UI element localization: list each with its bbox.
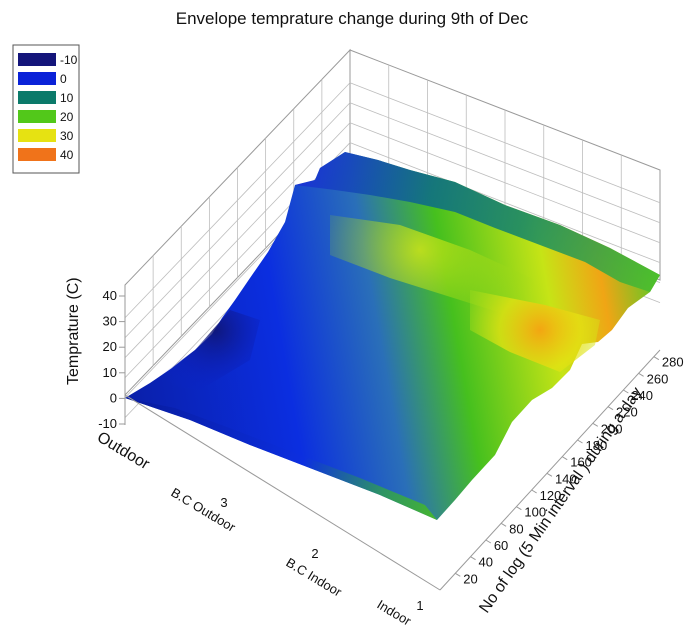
y-tick-mark bbox=[531, 489, 537, 494]
y-tick-mark bbox=[653, 356, 660, 361]
legend: -10 0 10 20 30 40 bbox=[12, 44, 80, 174]
category-label-outdoor: Outdoor bbox=[94, 429, 153, 474]
y-tick-label: 260 bbox=[647, 371, 669, 386]
z-tick-label: -10 bbox=[98, 416, 117, 431]
y-tick-label: 100 bbox=[524, 505, 546, 520]
legend-label: 30 bbox=[60, 129, 74, 143]
y-tick-mark bbox=[455, 572, 461, 577]
surface-hot-spot bbox=[470, 290, 600, 372]
z-tick-label: 20 bbox=[103, 339, 117, 354]
y-tick-label: 180 bbox=[586, 438, 608, 453]
legend-label: 10 bbox=[60, 91, 74, 105]
legend-swatch bbox=[18, 148, 56, 161]
legend-label: 0 bbox=[60, 72, 67, 86]
y-tick-mark bbox=[577, 439, 583, 444]
z-tick-label: 0 bbox=[110, 390, 117, 405]
y-tick-label: 240 bbox=[631, 388, 653, 403]
y-tick-mark bbox=[485, 539, 492, 544]
z-tick-label: 10 bbox=[103, 365, 117, 380]
y-tick-label: 60 bbox=[494, 538, 508, 553]
x-tick-label: 1 bbox=[416, 598, 423, 613]
legend-swatch bbox=[18, 72, 56, 85]
category-label-bc-indoor: B.C Indoor bbox=[283, 555, 345, 600]
y-tick-mark bbox=[607, 406, 614, 411]
x-tick-label: 2 bbox=[311, 546, 318, 561]
legend-items: -10 0 10 20 30 40 bbox=[18, 53, 78, 162]
category-label-indoor: Indoor bbox=[374, 597, 414, 629]
y-tick-label: 280 bbox=[662, 355, 684, 370]
y-tick-mark bbox=[623, 389, 629, 394]
z-tick-label: 30 bbox=[103, 314, 117, 329]
y-tick-mark bbox=[500, 522, 507, 527]
left-base-axis bbox=[124, 394, 441, 591]
y-tick-mark bbox=[470, 556, 476, 561]
y-tick-mark bbox=[561, 456, 568, 461]
legend-swatch bbox=[18, 129, 56, 142]
y-tick-label: 40 bbox=[479, 555, 493, 570]
y-tick-label: 220 bbox=[616, 405, 638, 420]
legend-label: 40 bbox=[60, 148, 74, 162]
z-tick-label: 40 bbox=[103, 288, 117, 303]
x-axis-ticks: 3 2 1 bbox=[220, 495, 423, 613]
surface-main bbox=[125, 152, 660, 520]
legend-swatch bbox=[18, 53, 56, 66]
x-tick-label: 3 bbox=[220, 495, 227, 510]
temperature-surface bbox=[125, 152, 660, 520]
legend-swatch bbox=[18, 91, 56, 104]
z-axis-ticks: -10 0 10 20 30 40 bbox=[98, 288, 125, 431]
legend-label: -10 bbox=[60, 53, 78, 67]
y-tick-label: 20 bbox=[463, 571, 477, 586]
y-tick-label: 200 bbox=[601, 421, 623, 436]
y-tick-label: 160 bbox=[570, 455, 592, 470]
y-tick-label: 140 bbox=[555, 471, 577, 486]
category-label-bc-outdoor: B.C Outdoor bbox=[168, 485, 238, 535]
y-tick-label: 80 bbox=[509, 521, 523, 536]
chart-title: Envelope temprature change during 9th of… bbox=[176, 9, 529, 28]
surface-cold-spot bbox=[150, 310, 260, 390]
legend-label: 20 bbox=[60, 110, 74, 124]
y-tick-label: 120 bbox=[540, 488, 562, 503]
y-tick-mark bbox=[546, 472, 553, 477]
z-axis-title: Temprature (C) bbox=[65, 277, 82, 385]
y-tick-mark bbox=[516, 506, 522, 511]
y-tick-mark bbox=[592, 422, 599, 427]
legend-swatch bbox=[18, 110, 56, 123]
y-tick-mark bbox=[638, 372, 644, 377]
surface-ridge-band bbox=[295, 152, 660, 292]
